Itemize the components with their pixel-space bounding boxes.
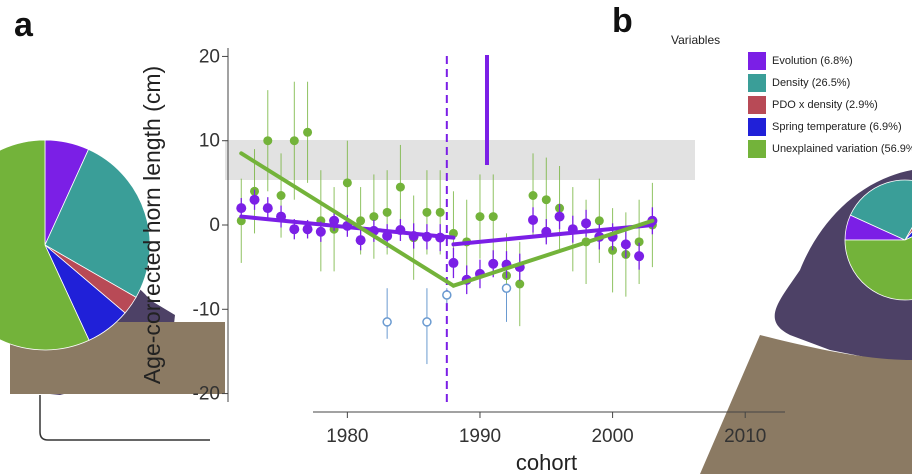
trend-line-1 [451, 223, 655, 247]
y-tick-label-3: -10 [193, 299, 220, 320]
phenotype-point-27 [594, 216, 604, 226]
legend-item-evolution: Evolution (6.8%) [748, 50, 912, 72]
right-ram-shoulder [700, 335, 912, 474]
phenotype-point-21 [515, 279, 525, 289]
legend-swatch-density [748, 74, 766, 92]
y-tick-label-0: 20 [199, 46, 220, 67]
y-tick-label-2: 0 [209, 215, 220, 236]
legend-swatch-pdo-density [748, 96, 766, 114]
evolution-point-7 [329, 215, 340, 226]
phenotype-point-30 [634, 237, 644, 247]
legend-item-pdo-density: PDO x density (2.9%) [748, 94, 912, 116]
legend-item-density: Density (26.5%) [748, 72, 912, 94]
pie-a-slice-1 [44, 148, 151, 298]
x-tick-label-2: 2000 [591, 426, 633, 447]
trend-line-2 [239, 151, 456, 288]
evolution-point-22 [528, 214, 539, 225]
panel-label-b: b [612, 2, 633, 40]
phenotype-point-11 [382, 207, 392, 217]
x-tick-label-0: 1980 [326, 426, 368, 447]
x-axis-title: cohort [516, 450, 577, 474]
phenotype-point-18 [475, 212, 485, 222]
legend-label-unexplained: Unexplained variation (56.9%) [772, 143, 912, 155]
selection-point-2 [442, 290, 452, 300]
evolution-point-29 [620, 239, 631, 250]
evolution-point-9 [355, 235, 366, 246]
legend: Evolution (6.8%) Density (26.5%) PDO x d… [748, 50, 912, 160]
pie-b-slice-4 [844, 236, 912, 301]
evolution-point-1 [249, 194, 260, 205]
evolution-point-11 [382, 230, 393, 241]
legend-item-spring-temperature: Spring temperature (6.9%) [748, 116, 912, 138]
legend-label-density: Density (26.5%) [772, 77, 851, 89]
evolution-point-6 [315, 226, 326, 237]
phenotype-point-5 [303, 127, 313, 137]
evolution-point-30 [634, 251, 645, 262]
pie-b-slice-1 [849, 179, 912, 241]
legend-label-spring-temperature: Spring temperature (6.9%) [772, 121, 902, 133]
evolution-point-16 [448, 257, 459, 268]
selection-point-3 [501, 283, 512, 293]
selection-point-0 [382, 317, 392, 327]
evolution-point-19 [488, 258, 499, 269]
trend-line-3 [451, 218, 655, 288]
evolution-point-26 [581, 218, 592, 229]
phenotype-point-10 [369, 212, 379, 222]
pie-b-slice-2 [904, 227, 912, 241]
evolution-point-24 [554, 211, 565, 222]
trend-line-0 [239, 214, 456, 240]
legend-label-pdo-density: PDO x density (2.9%) [772, 99, 878, 111]
phenotype-point-3 [276, 191, 286, 200]
pie-a-slice-4 [0, 139, 90, 351]
y-axis-title: Age-corrected horn length (cm) [139, 66, 165, 384]
panel-label-a: a [14, 6, 33, 44]
legend-item-unexplained: Unexplained variation (56.9%) [748, 138, 912, 160]
evolution-point-4 [289, 224, 300, 235]
legend-swatch-spring-temperature [748, 118, 766, 136]
x-tick-label-1: 1990 [459, 426, 501, 447]
legend-swatch-unexplained [748, 140, 766, 158]
evolution-point-2 [262, 203, 273, 214]
phenotype-point-15 [435, 207, 445, 217]
y-tick-label-4: -20 [193, 384, 220, 405]
breakpoint-dash-accent [485, 55, 489, 165]
phenotype-point-2 [263, 136, 273, 146]
phenotype-point-19 [488, 212, 498, 222]
selection-point-1 [422, 317, 432, 327]
legend-label-evolution: Evolution (6.8%) [772, 55, 853, 67]
legend-swatch-evolution [748, 52, 766, 70]
phenotype-point-9 [356, 216, 366, 226]
phenotype-point-4 [289, 136, 299, 146]
evolution-point-0 [236, 203, 247, 214]
left-frame-line [39, 395, 210, 441]
phenotype-point-12 [395, 182, 405, 192]
phenotype-point-23 [541, 195, 551, 205]
artifact-band [225, 140, 695, 180]
phenotype-point-14 [422, 207, 432, 217]
phenotype-point-22 [528, 191, 538, 200]
legend-title: Variables [671, 33, 721, 47]
marks-layer [0, 56, 912, 402]
evolution-point-5 [302, 224, 313, 235]
x-tick-label-3: 2010 [724, 426, 766, 447]
phenotype-point-8 [342, 178, 352, 188]
axes-layer [222, 48, 785, 418]
y-tick-label-1: 10 [199, 131, 220, 152]
